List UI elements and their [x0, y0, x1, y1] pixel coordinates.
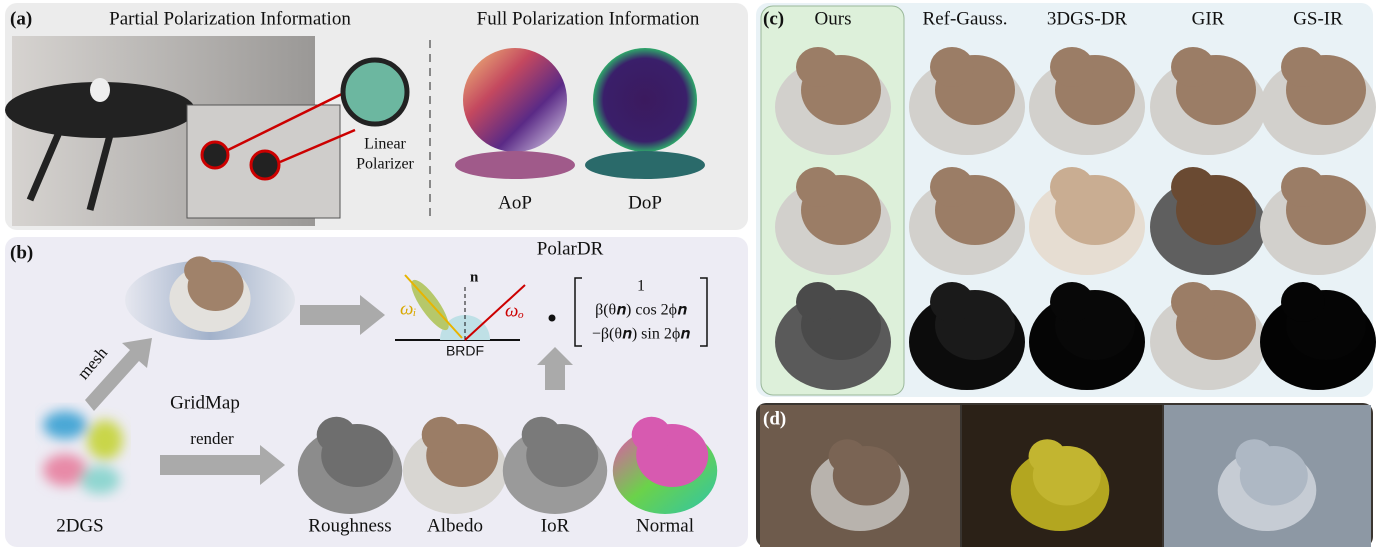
statue-head	[1281, 47, 1325, 87]
panel-label: (c)	[763, 8, 784, 29]
caption: BRDF	[446, 343, 484, 359]
figurine	[90, 78, 110, 102]
heading: Partial Polarization Information	[109, 8, 351, 29]
method: 3DGS-DR	[1047, 8, 1128, 29]
arrow	[279, 128, 356, 164]
statue-head	[796, 167, 840, 207]
statue-head	[1171, 167, 1215, 207]
matrix-entry: β(θ𝒏) cos 2ϕ𝒏	[595, 302, 687, 319]
caption: Roughness	[308, 515, 391, 536]
statue-head	[930, 167, 974, 207]
statue-head	[828, 439, 866, 474]
turntable	[5, 82, 195, 138]
caption: 2DGS	[56, 515, 104, 536]
aop-sphere	[463, 48, 567, 152]
method: Ours	[815, 8, 852, 29]
statue-head	[796, 282, 840, 322]
statue-head	[1281, 167, 1325, 207]
heading: Full Polarization Information	[477, 8, 700, 29]
statue-head	[1028, 439, 1066, 474]
matrix-entry: −β(θ𝒏) sin 2ϕ𝒏	[592, 326, 690, 343]
caption: GridMap	[170, 392, 240, 413]
statue-head	[1235, 439, 1273, 474]
statue-head	[1171, 282, 1215, 322]
statue-head	[1050, 47, 1094, 87]
statue-head	[930, 47, 974, 87]
incident-ray	[404, 274, 463, 339]
panel-label: (b)	[10, 242, 33, 263]
caption: DoP	[628, 192, 662, 213]
caption: IoR	[541, 515, 570, 536]
method: GIR	[1192, 8, 1225, 29]
statue-head	[930, 282, 974, 322]
arrow	[85, 338, 152, 411]
heading: PolarDR	[537, 238, 604, 259]
method: Ref-Gauss.	[923, 8, 1008, 29]
gaussians	[43, 411, 123, 494]
panel-label: (d)	[763, 408, 786, 429]
lens	[200, 140, 230, 170]
arrow	[300, 295, 385, 335]
leg	[26, 128, 64, 202]
statue-head	[316, 416, 357, 453]
arrow	[537, 347, 573, 390]
statue-head	[421, 416, 462, 453]
caption: Polarizer	[356, 156, 414, 173]
symbol: ωₒ	[505, 300, 524, 321]
polarizer	[340, 57, 410, 127]
symbol: ωᵢ	[400, 298, 416, 319]
dop-sphere	[593, 48, 697, 152]
statue-head	[1171, 47, 1215, 87]
dop-base	[585, 151, 705, 179]
dot-product	[548, 314, 556, 322]
caption: Albedo	[427, 515, 483, 536]
caption: Linear	[364, 136, 406, 153]
outgoing-ray	[464, 284, 526, 341]
matrix-entry: 1	[637, 278, 645, 295]
caption: AoP	[498, 192, 532, 213]
statue-head	[796, 47, 840, 87]
statue-head	[631, 416, 672, 453]
panel-label: (a)	[10, 8, 32, 29]
aop-base	[455, 151, 575, 179]
symbol: n	[470, 269, 479, 285]
caption: render	[190, 429, 234, 448]
statue-head	[1281, 282, 1325, 322]
statue-head	[184, 256, 215, 285]
arrow	[227, 88, 351, 152]
statue-head	[1050, 167, 1094, 207]
statue-head	[1050, 282, 1094, 322]
method: GS-IR	[1293, 8, 1343, 29]
caption: Normal	[636, 515, 694, 536]
lobe	[440, 315, 490, 340]
leg	[86, 134, 114, 211]
statue-head	[521, 416, 562, 453]
lens	[249, 149, 281, 181]
matrix-brackets	[574, 277, 708, 347]
arrow	[160, 445, 285, 485]
